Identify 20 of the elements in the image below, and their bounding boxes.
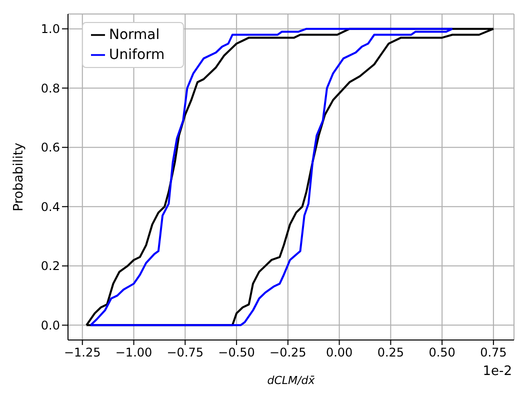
y-tick-label: 0.6	[40, 140, 60, 155]
legend-label: Uniform	[109, 47, 165, 63]
x-tick-label: −1.25	[64, 346, 101, 360]
legend-label: Normal	[109, 27, 160, 43]
y-axis-title: Probability	[12, 142, 27, 212]
y-tick-label: 0.8	[40, 81, 60, 96]
x-tick-label: −1.00	[115, 346, 152, 360]
x-tick-label: 0.00	[326, 346, 353, 360]
y-tick-label: 1.0	[40, 22, 60, 36]
x-tick-label: −0.25	[270, 346, 306, 360]
x-tick-label: 0.25	[377, 346, 404, 360]
text: 1e-2	[482, 364, 512, 379]
x-tick-label: 0.75	[480, 346, 507, 360]
y-tick-label: 0.2	[40, 259, 60, 274]
x-tick-label: −0.75	[166, 346, 204, 360]
y-tick-label: 0.0	[40, 318, 60, 332]
x-tick-label: 0.50	[428, 346, 456, 360]
x-axis-title: dCLM/dx̄	[267, 374, 316, 387]
x-tick-label: −0.50	[218, 346, 255, 360]
y-tick-label: 0.4	[40, 200, 60, 214]
